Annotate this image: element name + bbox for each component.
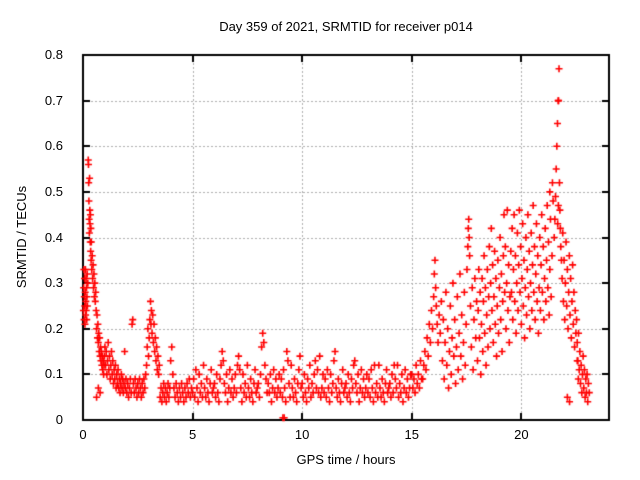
x-tick-label: 15: [404, 427, 419, 442]
y-tick-label: 0.5: [44, 183, 63, 199]
x-tick-label: 20: [514, 427, 529, 442]
y-tick-label: 0.3: [44, 275, 63, 291]
x-tick-label: 0: [79, 427, 87, 442]
y-tick-label: 0.1: [44, 366, 63, 382]
y-tick-label: 0.7: [44, 92, 63, 108]
chart-title: Day 359 of 2021, SRMTID for receiver p01…: [219, 19, 473, 34]
y-tick-label: 0.6: [44, 138, 63, 154]
y-tick-label: 0.8: [44, 47, 63, 62]
y-tick-label: 0.4: [44, 229, 63, 245]
x-tick-label: 10: [294, 427, 310, 442]
y-tick-label: 0.2: [44, 320, 63, 336]
y-tick-label: 0: [55, 412, 63, 427]
x-axis-label: GPS time / hours: [296, 452, 396, 467]
x-tick-label: 5: [188, 427, 197, 442]
